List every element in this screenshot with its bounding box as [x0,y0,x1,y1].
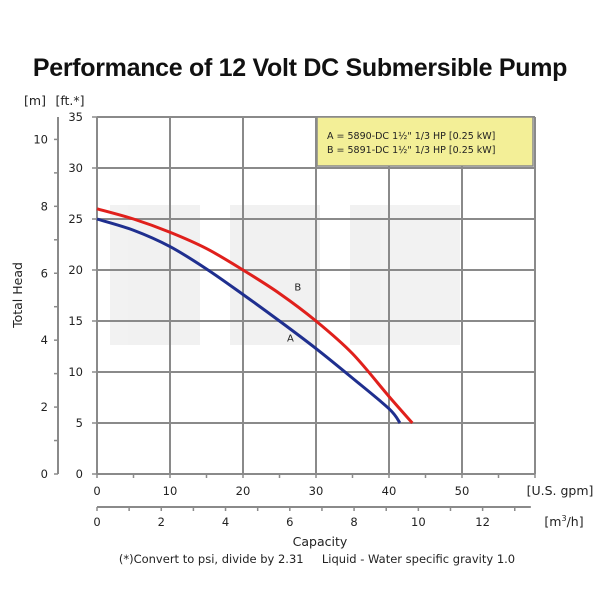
footnote: (*)Convert to psi, divide by 2.31 Liquid… [119,552,515,566]
x-gpm-tick-label: 10 [163,484,178,498]
x-gpm-tick-label: 40 [382,484,397,498]
y-m-tick-label: 8 [41,199,48,213]
series-line-a [96,217,402,424]
y-axis-label: Total Head [10,262,25,329]
x-gpm-tick-label: 0 [93,484,100,498]
series-line-b [96,207,414,424]
y-unit-m: [m] [24,93,46,108]
y-ft-tick-label: 5 [76,416,83,430]
x-m3h-tick-label: 10 [411,515,426,529]
x-unit-gpm: [U.S. gpm] [527,483,594,498]
y-ft-tick-label: 15 [68,314,83,328]
series-label-b: B [294,282,301,293]
y-ft-tick-label: 10 [68,365,83,379]
legend-box [316,116,534,167]
y-unit-ft: [ft.*] [55,93,84,108]
x-axis-gpm: 0 10 20 30 40 50 [93,474,536,498]
y-m-tick-label: 2 [41,400,48,414]
x-axis-m3h: 0 2 4 6 8 10 12 [93,506,531,529]
series-group: AB [96,207,414,424]
x-m3h-tick-label: 6 [286,515,293,529]
x-gpm-tick-label: 30 [309,484,324,498]
legend-entry-b: B = 5891-DC 1½" 1/3 HP [0.25 kW] [327,145,495,156]
x-m3h-tick-label: 8 [350,515,357,529]
y-m-tick-label: 4 [41,333,48,347]
y-m-tick-label: 6 [41,266,48,280]
chart-title: Performance of 12 Volt DC Submersible Pu… [33,54,567,82]
y-ft-tick-label: 20 [68,263,83,277]
x-m3h-tick-label: 0 [93,515,100,529]
x-gpm-tick-label: 20 [236,484,251,498]
x-axis-label: Capacity [293,534,348,549]
x-unit-m3h-tail: /h] [567,514,584,529]
y-ft-tick-label: 0 [76,467,83,481]
y-ft-tick-label: 35 [68,110,83,124]
x-unit-m3h-base: [m [544,514,561,529]
x-m3h-tick-label: 4 [222,515,229,529]
x-unit-m3h-sup: 3 [561,514,566,523]
x-unit-m3h: [m3/h] [544,514,583,529]
x-m3h-tick-label: 12 [475,515,490,529]
legend-entry-a: A = 5890-DC 1½" 1/3 HP [0.25 kW] [327,131,495,142]
series-label-a: A [287,333,294,344]
y-axis-m: 0 2 4 6 8 10 [33,117,59,481]
x-gpm-tick-label: 50 [455,484,470,498]
y-ft-tick-label: 25 [68,212,83,226]
y-m-tick-label: 10 [33,132,48,146]
y-m-tick-label: 0 [41,467,48,481]
x-m3h-tick-label: 2 [158,515,165,529]
y-ft-tick-label: 30 [68,161,83,175]
y-axis-ft: 0 5 10 15 20 25 30 35 [68,110,97,481]
legend: A = 5890-DC 1½" 1/3 HP [0.25 kW] B = 589… [316,116,534,167]
